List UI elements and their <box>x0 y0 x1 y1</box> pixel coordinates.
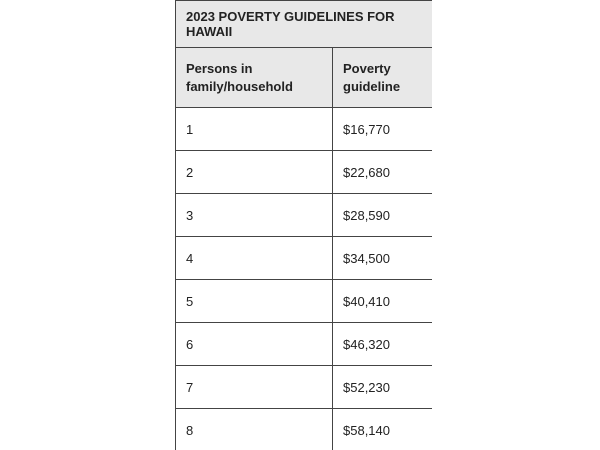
table-cell: 3 <box>175 193 333 237</box>
table-row: 1 $16,770 <box>175 107 432 151</box>
table-cell: $28,590 <box>332 193 432 237</box>
table-body: 1 $16,770 2 $22,680 3 $28,590 4 $34,500 5 $40,410… <box>175 107 432 450</box>
table-cell: $58,140 <box>332 408 432 450</box>
table-cell: $16,770 <box>332 107 432 151</box>
poverty-table: 2023 POVERTY GUIDELINES FOR HAWAII Perso… <box>175 0 432 450</box>
table-cell: 2 <box>175 150 333 194</box>
column-header: Poverty guideline <box>332 47 432 108</box>
table-cell: 7 <box>175 365 333 409</box>
table-cell: $22,680 <box>332 150 432 194</box>
table-row: 7 $52,230 <box>175 365 432 409</box>
table-cell: 5 <box>175 279 333 323</box>
table-row: 6 $46,320 <box>175 322 432 366</box>
table-cell: 8 <box>175 408 333 450</box>
column-header: Persons in family/household <box>175 47 333 108</box>
table-cell: $46,320 <box>332 322 432 366</box>
table-row: 5 $40,410 <box>175 279 432 323</box>
table-cell: $34,500 <box>332 236 432 280</box>
table-cell: 6 <box>175 322 333 366</box>
table-title: 2023 POVERTY GUIDELINES FOR HAWAII <box>175 0 432 48</box>
table-cell: 1 <box>175 107 333 151</box>
table-row: 4 $34,500 <box>175 236 432 280</box>
table-cell: $40,410 <box>332 279 432 323</box>
header-row: Persons in family/household Poverty guid… <box>175 47 432 108</box>
table-cell: $52,230 <box>332 365 432 409</box>
table-row: 3 $28,590 <box>175 193 432 237</box>
table-container: 2023 POVERTY GUIDELINES FOR HAWAII Perso… <box>175 0 432 450</box>
table-cell: 4 <box>175 236 333 280</box>
table-row: 2 $22,680 <box>175 150 432 194</box>
title-row: 2023 POVERTY GUIDELINES FOR HAWAII <box>175 0 432 48</box>
table-row: 8 $58,140 <box>175 408 432 450</box>
